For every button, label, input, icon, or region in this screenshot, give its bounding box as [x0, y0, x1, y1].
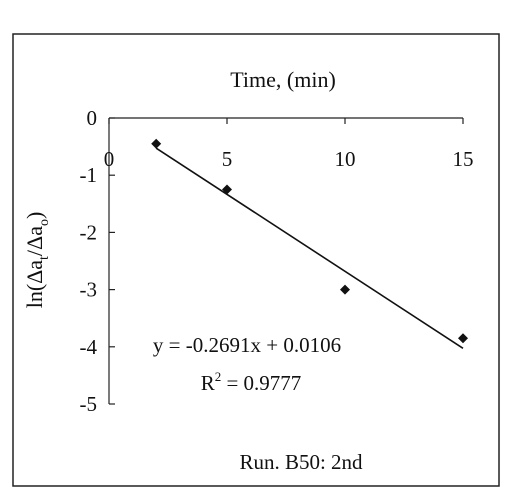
chart-border — [12, 33, 500, 487]
y-axis-label: ln(Δat/Δao) — [22, 212, 52, 309]
data-points — [151, 138, 468, 344]
x-tick-label: 15 — [453, 147, 474, 171]
x-ticks: 0 5 10 15 — [104, 118, 474, 171]
r-squared-annotation: R2 = 0.9777 — [201, 369, 302, 395]
equation-annotation: y = -0.2691x + 0.0106 — [153, 333, 341, 357]
x-tick-label: 10 — [335, 147, 356, 171]
data-point — [151, 138, 162, 149]
y-tick-label: 0 — [87, 106, 98, 130]
x-axis-label: Time, (min) — [230, 67, 336, 92]
y-tick-label: -4 — [80, 335, 98, 359]
y-tick-label: -5 — [80, 392, 98, 416]
trendline — [155, 147, 464, 349]
data-point — [222, 184, 232, 195]
x-tick-label: 0 — [104, 147, 115, 171]
x-tick-label: 5 — [222, 147, 233, 171]
data-point — [340, 284, 350, 295]
y-tick-label: -1 — [80, 163, 98, 187]
y-ticks: 0-1-2-3-4-5 — [80, 106, 115, 416]
y-tick-label: -2 — [80, 220, 98, 244]
data-point — [458, 333, 468, 344]
y-tick-label: -3 — [80, 278, 98, 302]
chart-caption: Run. B50: 2nd — [239, 450, 363, 474]
